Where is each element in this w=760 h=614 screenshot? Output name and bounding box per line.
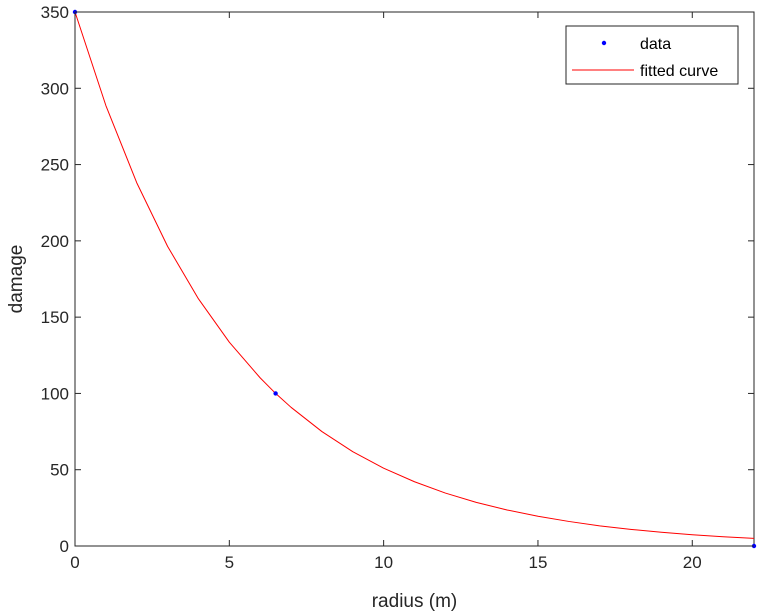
y-tick-label: 150 bbox=[41, 308, 69, 327]
x-tick-label: 0 bbox=[70, 553, 79, 572]
legend-data-label: data bbox=[640, 36, 671, 53]
y-tick-label: 250 bbox=[41, 156, 69, 175]
y-axis-label: damage bbox=[6, 245, 27, 314]
plot-area bbox=[74, 11, 755, 547]
legend-box bbox=[565, 25, 739, 85]
x-tick-label: 10 bbox=[374, 553, 393, 572]
legend-fitted-curve-label: fitted curve bbox=[640, 63, 718, 80]
y-tick-label: 200 bbox=[41, 232, 69, 251]
data-point bbox=[273, 391, 278, 396]
legend-data-marker bbox=[601, 40, 607, 46]
y-tick-label: 100 bbox=[41, 384, 69, 403]
x-axis-label: radius (m) bbox=[372, 591, 458, 612]
x-tick-label: 5 bbox=[225, 553, 234, 572]
y-tick-label: 0 bbox=[60, 537, 69, 556]
axes-box bbox=[74, 11, 755, 547]
fitted-curve-line bbox=[74, 11, 755, 539]
y-tick-label: 300 bbox=[41, 79, 69, 98]
y-tick-label: 50 bbox=[50, 461, 69, 480]
legend: data fitted curve bbox=[565, 25, 739, 85]
x-tick-label: 15 bbox=[528, 553, 547, 572]
x-tick-label: 20 bbox=[683, 553, 702, 572]
y-tick-label: 350 bbox=[41, 3, 69, 22]
